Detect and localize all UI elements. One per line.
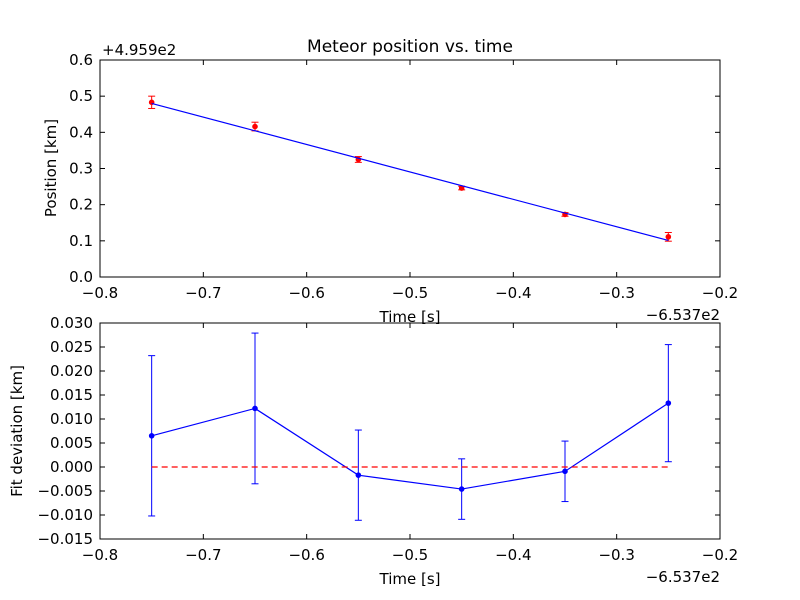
y-tick-label: 0.005	[50, 434, 93, 452]
y-tick-label: −0.010	[37, 506, 93, 524]
x-tick-label: −0.2	[702, 284, 738, 302]
data-point	[665, 400, 672, 406]
x-tick-label: −0.8	[82, 546, 118, 564]
x-tick-label: −0.8	[82, 284, 118, 302]
y-tick-label: 0.4	[69, 123, 93, 141]
y-tick-label: 0.020	[50, 362, 93, 380]
x-tick-label: −0.5	[392, 284, 428, 302]
y-tick-label: 0.0	[69, 268, 93, 286]
y-axis-label: Fit deviation [km]	[8, 365, 26, 497]
y-offset-label: +4.959e2	[102, 41, 176, 59]
x-tick-label: −0.7	[185, 284, 221, 302]
data-point	[562, 468, 568, 475]
y-tick-label: 0.6	[69, 51, 93, 69]
x-tick-label: −0.3	[598, 284, 634, 302]
data-point	[148, 433, 155, 439]
data-point	[355, 472, 362, 478]
y-tick-label: −0.015	[37, 530, 93, 548]
x-axis-label: Time [s]	[379, 308, 441, 326]
plot-frame	[99, 59, 721, 278]
y-tick-label: 0.3	[69, 160, 93, 178]
residual-marks	[148, 332, 672, 521]
data-point	[252, 405, 258, 412]
x-axis-label: Time [s]	[379, 570, 441, 588]
y-tick-label: 0.010	[50, 410, 93, 428]
residual-axes: −0.8 −0.7 −0.6 −0.5 −0.4 −0.3 −0.2 −0.015 −0.010…	[37, 314, 738, 564]
position-marks	[148, 95, 672, 242]
y-tick-label: 0.025	[50, 338, 93, 356]
position-axes: −0.8 −0.7 −0.6 −0.5 −0.4 −0.3 −0.2 0.0 0.1 0.2 0.3…	[69, 51, 738, 302]
x-tick-label: −0.4	[495, 284, 531, 302]
fit-line	[151, 102, 669, 242]
x-offset-label: −6.537e2	[646, 568, 720, 586]
position-chart: Meteor position vs. time +4.959e2 −0.8 −0…	[42, 37, 738, 326]
x-tick-label: −0.3	[598, 546, 634, 564]
x-tick-label: −0.7	[185, 546, 221, 564]
y-tick-label: 0.000	[50, 458, 93, 476]
chart-title: Meteor position vs. time	[307, 37, 513, 57]
x-tick-label: −0.4	[495, 546, 531, 564]
y-tick-label: −0.005	[37, 482, 93, 500]
x-tick-label: −0.5	[392, 546, 428, 564]
x-offset-label: −6.537e2	[646, 306, 720, 324]
x-tick-label: −0.2	[702, 546, 738, 564]
y-tick-label: 0.015	[50, 386, 93, 404]
y-tick-label: 0.030	[50, 314, 93, 332]
deviation-line	[151, 402, 669, 490]
data-point	[458, 486, 465, 492]
residual-chart: −0.8 −0.7 −0.6 −0.5 −0.4 −0.3 −0.2 −0.015 −0.010…	[8, 314, 738, 588]
x-tick-label: −0.6	[288, 546, 324, 564]
data-point	[665, 234, 672, 240]
x-tick-label: −0.6	[288, 284, 324, 302]
y-axis-label: Position [km]	[42, 119, 60, 217]
y-tick-label: 0.1	[69, 232, 93, 250]
y-tick-label: 0.2	[69, 196, 93, 214]
y-tick-label: 0.5	[69, 87, 93, 105]
data-point	[252, 123, 258, 130]
